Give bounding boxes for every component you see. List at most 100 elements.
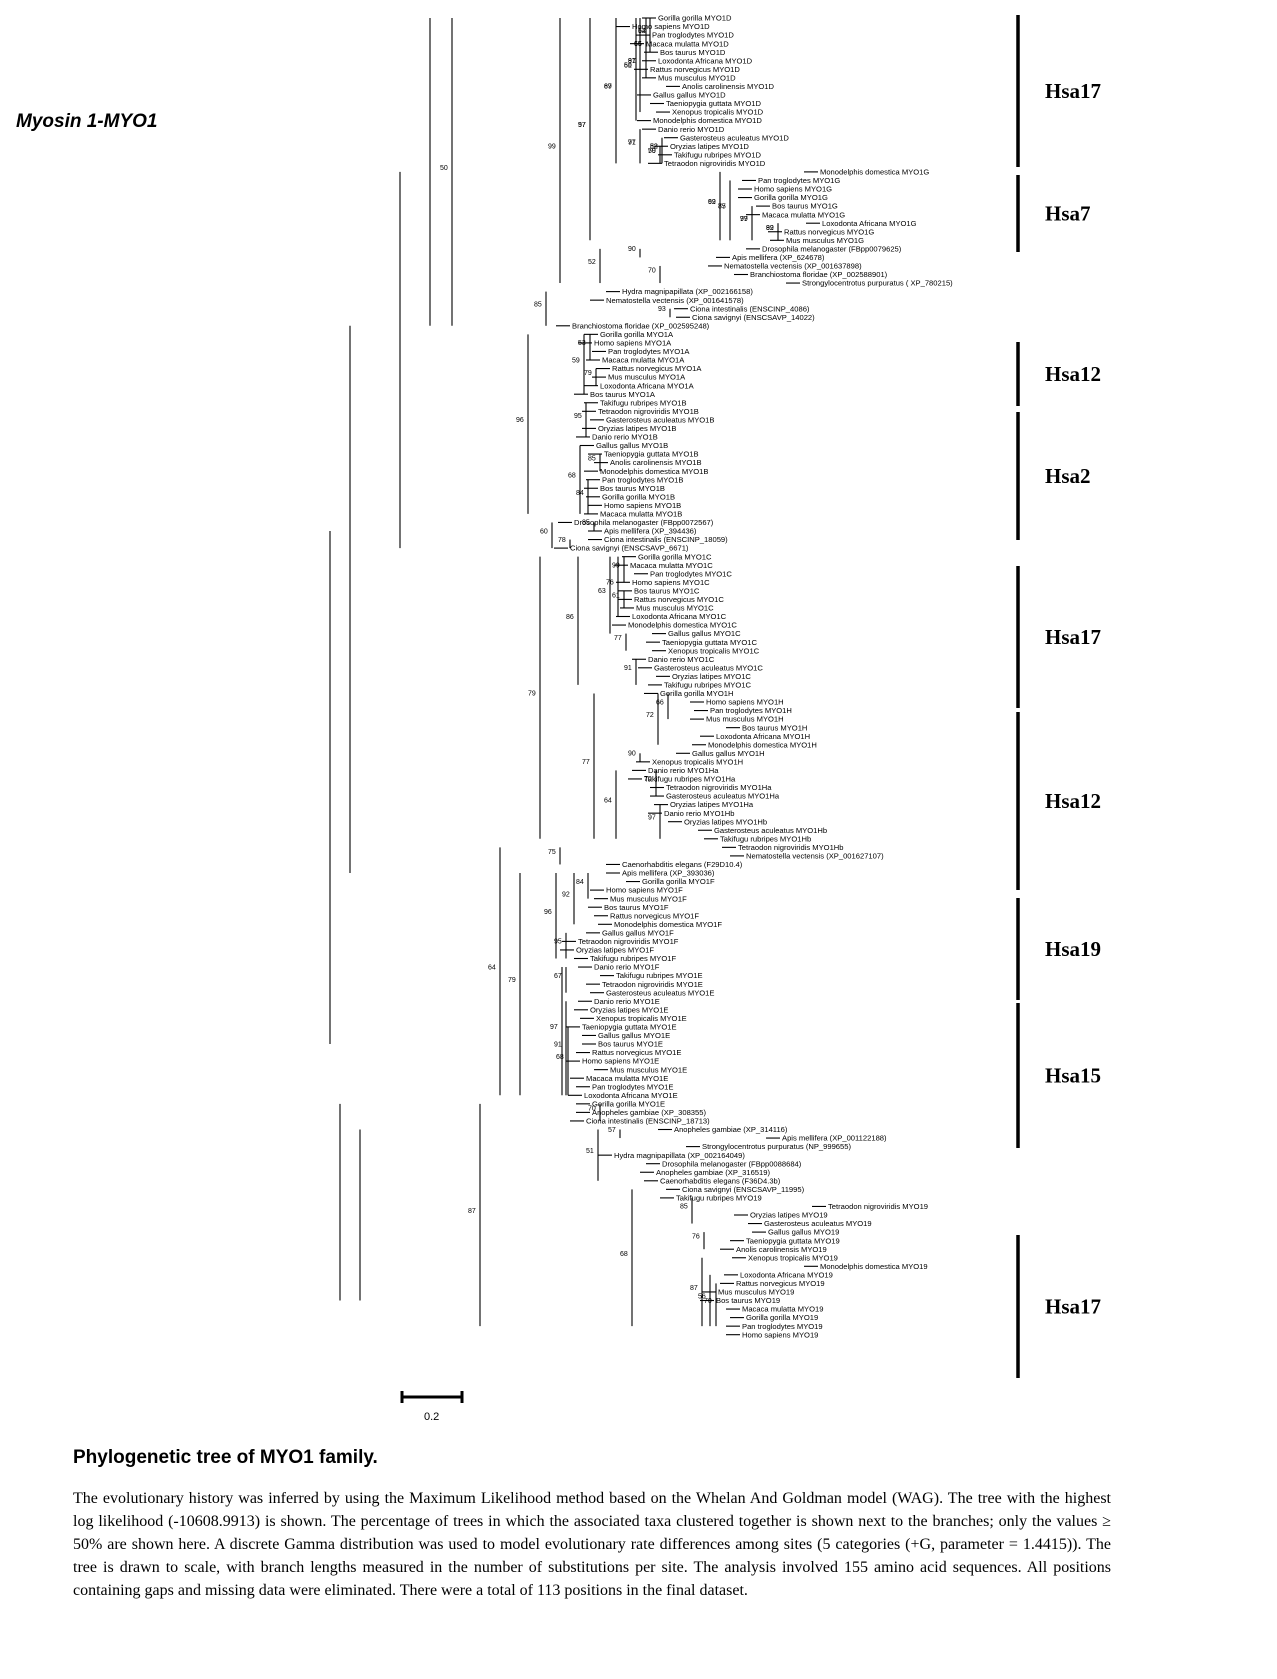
leaf-label: Loxodonta Africana MYO1H [716,732,810,741]
bootstrap-value: 97 [628,139,636,146]
leaf-label: Monodelphis domestica MYO1H [708,740,817,749]
leaf-label: Mus musculus MYO19 [718,1288,794,1297]
bootstrap-value: 87 [468,1208,476,1215]
bootstrap-value: 76 [692,1234,700,1241]
leaf-label: Caenorhabditis elegans (F36D4.3b) [660,1176,781,1185]
bootstrap-value: 85 [718,203,726,210]
bootstrap-value: 51 [586,1148,594,1155]
bootstrap-value: 95 [574,413,582,420]
leaf-label: Bos taurus MYO1E [598,1040,663,1049]
leaf-label: Monodelphis domestica MYO1C [628,621,737,630]
bootstrap-value: 71 [628,139,636,146]
chromosome-groups: Hsa17 Hsa7 Hsa12 Hsa2 Hsa17 Hsa12 Hsa19 Hsa15 Hs… [1016,15,1101,1378]
leaf-label: Oryzias latipes MYO1F [576,946,654,955]
bootstrap-value: 52 [588,259,596,266]
leaf-label: Pan troglodytes MYO1C [650,569,732,578]
caption-title: Phylogenetic tree of MYO1 family. [73,1447,378,1468]
leaf-label: Macaca mulatta MYO19 [742,1305,823,1314]
leaf-label: Takifugu rubripes MYO1Ha [644,775,736,784]
leaf-label: Tetraodon nigroviridis MYO1F [578,937,679,946]
bootstrap-value: 67 [554,973,562,980]
leaf-label: Drosophila melanogaster (FBpp0079625) [762,244,902,253]
leaf-label: Macaca mulatta MYO1G [762,210,845,219]
leaf-label: Bos taurus MYO1B [600,484,665,493]
leaf-label: Monodelphis domestica MYO1B [600,467,708,476]
leaf-label: Bos taurus MYO1G [772,202,838,211]
chromosome-label: Hsa17 [1045,79,1101,103]
leaf-label: Gallus gallus MYO1D [653,91,726,100]
bootstrap-value: 70 [704,1298,712,1305]
leaf-label: Gasterosteus aculeatus MYO1D [680,133,789,142]
scale-bar: 0.2 [400,1391,464,1423]
bootstrap-value: 82 [650,144,658,151]
leaf-label: Rattus norvegicus MYO1A [612,364,702,373]
leaf-label: Tetraodon nigroviridis MYO19 [828,1202,928,1211]
bootstrap-value: 79 [528,691,536,698]
leaf-label: Gasterosteus aculeatus MYO1Hb [714,826,827,835]
bootstrap-value: 78 [558,537,566,544]
tree-branches [329,17,826,1336]
leaf-label: Taeniopygia guttata MYO1B [604,450,699,459]
leaf-label: Taeniopygia guttata MYO1D [666,99,761,108]
leaf-label: Branchiostoma floridae (XP_002595248) [572,321,710,330]
leaf-label: Danio rerio MYO1B [592,433,658,442]
bootstrap-value: 86 [566,614,574,621]
bootstrap-value: 54 [638,28,646,35]
leaf-label: Ciona intestinalis (ENSCINP_18059) [604,535,728,544]
leaf-label: Gorilla gorilla MYO1F [642,877,715,886]
leaf-label: Takifugu rubripes MYO1Hb [720,834,811,843]
bootstrap-value: 68 [620,1251,628,1258]
leaf-label: Xenopus tropicalis MYO19 [748,1253,838,1262]
leaf-label: Takifugu rubripes MYO1F [590,954,676,963]
bootstrap-value: 91 [554,1041,562,1048]
bootstrap-value: 62 [638,28,646,35]
chromosome-label: Hsa12 [1045,362,1101,386]
bootstrap-value: 87 [604,84,612,91]
leaf-label: Drosophila melanogaster (FBpp0088684) [662,1159,802,1168]
bootstrap-value: 90 [628,751,636,758]
leaf-label: Tetraodon nigroviridis MYO1E [602,980,703,989]
bootstrap-value: 96 [516,417,524,424]
bootstrap-value: 99 [740,216,748,223]
leaf-label: Rattus norvegicus MYO1G [784,227,874,236]
bootstrap-value: 77 [614,635,622,642]
chromosome-label: Hsa12 [1045,789,1101,813]
bootstrap-value: 60 [624,62,632,69]
leaf-label: Gasterosteus aculeatus MYO1B [606,415,714,424]
bootstrap-value: 97 [550,1024,558,1031]
leaf-label: Danio rerio MYO1Hb [664,809,734,818]
chromosome-label: Hsa15 [1045,1064,1101,1088]
bootstrap-value: 66 [634,41,642,48]
leaf-label: Loxodonta Africana MYO1C [632,612,727,621]
bootstrap-value: 99 [548,144,556,151]
leaf-label: Danio rerio MYO1E [594,997,660,1006]
leaf-label: Pan troglodytes MYO1G [758,176,840,185]
leaf-label: Macaca mulatta MYO1E [586,1074,668,1083]
leaf-label: Loxodonta Africana MYO1G [822,219,917,228]
leaf-label: Loxodonta Africana MYO1A [600,381,695,390]
leaf-label: Gallus gallus MYO1B [596,441,668,450]
leaf-label: Drosophila melanogaster (FBpp0072567) [574,518,714,527]
leaf-label: Taeniopygia guttata MYO1E [582,1023,677,1032]
leaf-label: Danio rerio MYO1D [658,125,725,134]
leaf-label: Bos taurus MYO19 [716,1296,780,1305]
leaf-label: Takifugu rubripes MYO1C [664,681,751,690]
leaf-label: Takifugu rubripes MYO19 [676,1194,762,1203]
bootstrap-value: 87 [690,1285,698,1292]
leaf-label: Gallus gallus MYO1E [598,1031,670,1040]
bootstrap-value: 82 [766,225,774,232]
leaf-label: Nematostella vectensis (XP_001637898) [724,262,862,271]
leaf-label: Takifugu rubripes MYO1D [674,150,761,159]
chromosome-label: Hsa17 [1045,1295,1101,1319]
chromosome-label: Hsa19 [1045,937,1101,961]
leaf-label: Homo sapiens MYO19 [742,1330,818,1339]
leaf-label: Oryzias latipes MYO1C [672,672,751,681]
bootstrap-value: 97 [578,122,586,129]
leaf-label: Anolis carolinensis MYO1B [610,458,702,467]
bootstrap-value: 76 [606,580,614,587]
bootstrap-value: 53 [578,340,586,347]
bootstrap-value: 63 [598,588,606,595]
leaf-label: Bos taurus MYO1H [742,723,807,732]
leaf-label: Gorilla gorilla MYO1H [660,689,733,698]
